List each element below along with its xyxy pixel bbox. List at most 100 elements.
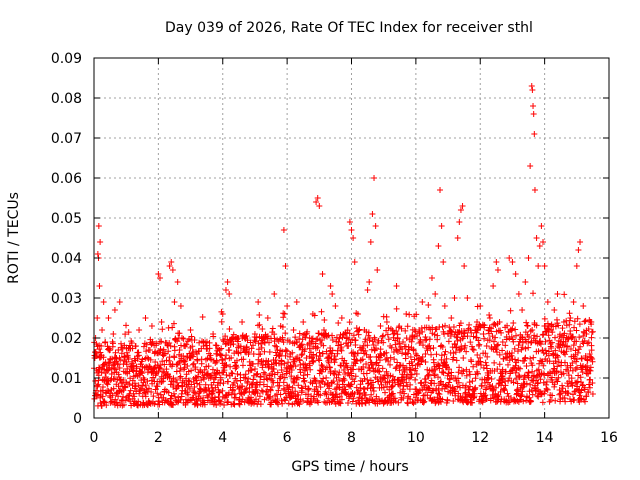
band-point bbox=[499, 379, 506, 386]
data-point bbox=[110, 331, 117, 337]
data-point bbox=[161, 351, 168, 357]
band-point bbox=[533, 322, 540, 329]
data-point bbox=[165, 371, 172, 377]
band-point bbox=[391, 395, 398, 402]
data-point bbox=[111, 307, 118, 313]
band-point bbox=[552, 334, 559, 341]
band-point bbox=[369, 379, 376, 386]
data-point bbox=[454, 235, 461, 241]
band-point bbox=[295, 392, 302, 399]
band-point bbox=[406, 311, 413, 318]
band-point bbox=[572, 366, 579, 373]
band-point bbox=[135, 398, 142, 405]
band-point bbox=[153, 340, 160, 347]
data-point bbox=[332, 303, 339, 309]
band-point bbox=[470, 363, 477, 370]
band-point bbox=[335, 384, 342, 391]
band-point bbox=[305, 385, 312, 392]
band-point bbox=[385, 336, 392, 343]
band-point bbox=[573, 358, 580, 365]
band-point bbox=[404, 323, 411, 330]
band-point bbox=[535, 379, 542, 386]
data-point bbox=[148, 323, 155, 329]
band-point bbox=[321, 317, 328, 324]
band-point bbox=[271, 342, 278, 349]
band-point bbox=[410, 391, 417, 398]
band-point bbox=[588, 354, 595, 361]
band-point bbox=[519, 334, 526, 341]
band-point bbox=[127, 387, 134, 394]
data-point bbox=[380, 351, 387, 357]
band-point bbox=[276, 382, 283, 389]
band-point bbox=[236, 401, 243, 408]
band-point bbox=[319, 363, 326, 370]
band-point bbox=[513, 332, 520, 339]
band-point bbox=[304, 371, 311, 378]
band-point bbox=[331, 359, 338, 366]
band-point bbox=[567, 345, 574, 352]
band-point bbox=[578, 379, 585, 386]
band-point bbox=[110, 385, 117, 392]
band-point bbox=[279, 400, 286, 407]
band-point bbox=[400, 382, 407, 389]
band-point bbox=[520, 398, 527, 405]
band-point bbox=[379, 333, 386, 340]
data-point bbox=[113, 355, 120, 361]
band-point bbox=[216, 370, 223, 377]
band-point bbox=[160, 368, 167, 375]
band-point bbox=[448, 328, 455, 335]
band-point bbox=[254, 390, 261, 397]
band-point bbox=[375, 362, 382, 369]
band-point bbox=[517, 392, 524, 399]
band-point bbox=[285, 400, 292, 407]
band-point bbox=[493, 384, 500, 391]
band-point bbox=[509, 325, 516, 332]
band-point bbox=[292, 363, 299, 370]
band-point bbox=[142, 382, 149, 389]
data-point bbox=[367, 239, 374, 245]
band-point bbox=[435, 374, 442, 381]
band-point bbox=[167, 381, 174, 388]
data-point bbox=[515, 291, 522, 297]
data-point bbox=[393, 283, 400, 289]
band-point bbox=[571, 355, 578, 362]
band-point bbox=[537, 341, 544, 348]
data-point bbox=[293, 299, 300, 305]
band-point bbox=[317, 392, 324, 399]
band-point bbox=[426, 342, 433, 349]
band-point bbox=[277, 391, 284, 398]
band-point bbox=[373, 360, 380, 367]
data-point bbox=[97, 239, 104, 245]
data-point bbox=[94, 315, 101, 321]
band-point bbox=[433, 351, 440, 358]
band-point bbox=[539, 399, 546, 406]
data-point bbox=[448, 315, 455, 321]
band-point bbox=[302, 361, 309, 368]
data-point bbox=[91, 355, 98, 361]
data-point bbox=[499, 339, 506, 345]
band-point bbox=[253, 386, 260, 393]
data-point bbox=[496, 319, 503, 325]
band-point bbox=[563, 348, 570, 355]
band-point bbox=[255, 356, 262, 363]
band-point bbox=[190, 360, 197, 367]
band-point bbox=[486, 337, 493, 344]
band-point bbox=[283, 370, 290, 377]
band-point bbox=[256, 321, 263, 328]
data-point bbox=[441, 303, 448, 309]
data-point bbox=[100, 299, 107, 305]
data-point bbox=[528, 83, 535, 89]
band-point bbox=[246, 384, 253, 391]
band-point bbox=[209, 366, 216, 373]
band-point bbox=[455, 375, 462, 382]
band-point bbox=[223, 362, 230, 369]
band-point bbox=[578, 387, 585, 394]
band-point bbox=[556, 344, 563, 351]
band-point bbox=[436, 391, 443, 398]
band-point bbox=[517, 365, 524, 372]
data-point bbox=[94, 251, 101, 257]
band-point bbox=[588, 334, 595, 341]
band-point bbox=[582, 398, 589, 405]
band-point bbox=[419, 328, 426, 335]
band-point bbox=[462, 342, 469, 349]
